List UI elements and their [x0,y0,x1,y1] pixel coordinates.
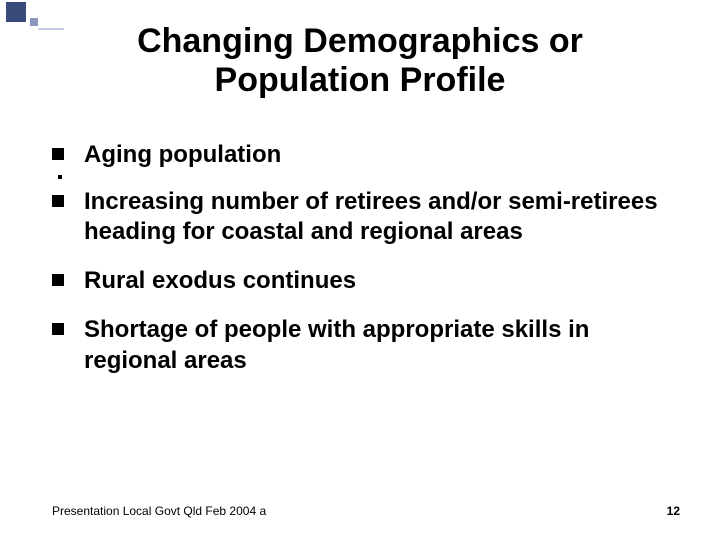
slide-footer: Presentation Local Govt Qld Feb 2004 a 1… [52,504,680,518]
list-item: Shortage of people with appropriate skil… [52,315,680,376]
list-item: Increasing number of retirees and/or sem… [52,187,680,248]
list-item: Aging population [52,140,680,171]
square-bullet-icon [52,195,64,207]
title-line-2: Population Profile [215,61,506,99]
square-bullet-icon [52,323,64,335]
title-line-1: Changing Demographics or [137,22,583,60]
page-number: 12 [667,504,680,518]
stray-mark [58,175,62,179]
slide-title: Changing Demographics or Population Prof… [0,22,720,100]
bullet-list: Aging population Increasing number of re… [52,140,680,394]
bullet-text: Increasing number of retirees and/or sem… [84,187,680,248]
square-bullet-icon [52,274,64,286]
list-item: Rural exodus continues [52,266,680,297]
decor-square-large [6,2,26,22]
bullet-text: Shortage of people with appropriate skil… [84,315,680,376]
square-bullet-icon [52,148,64,160]
bullet-text: Rural exodus continues [84,266,356,297]
bullet-text: Aging population [84,140,281,171]
footer-text: Presentation Local Govt Qld Feb 2004 a [52,504,266,518]
